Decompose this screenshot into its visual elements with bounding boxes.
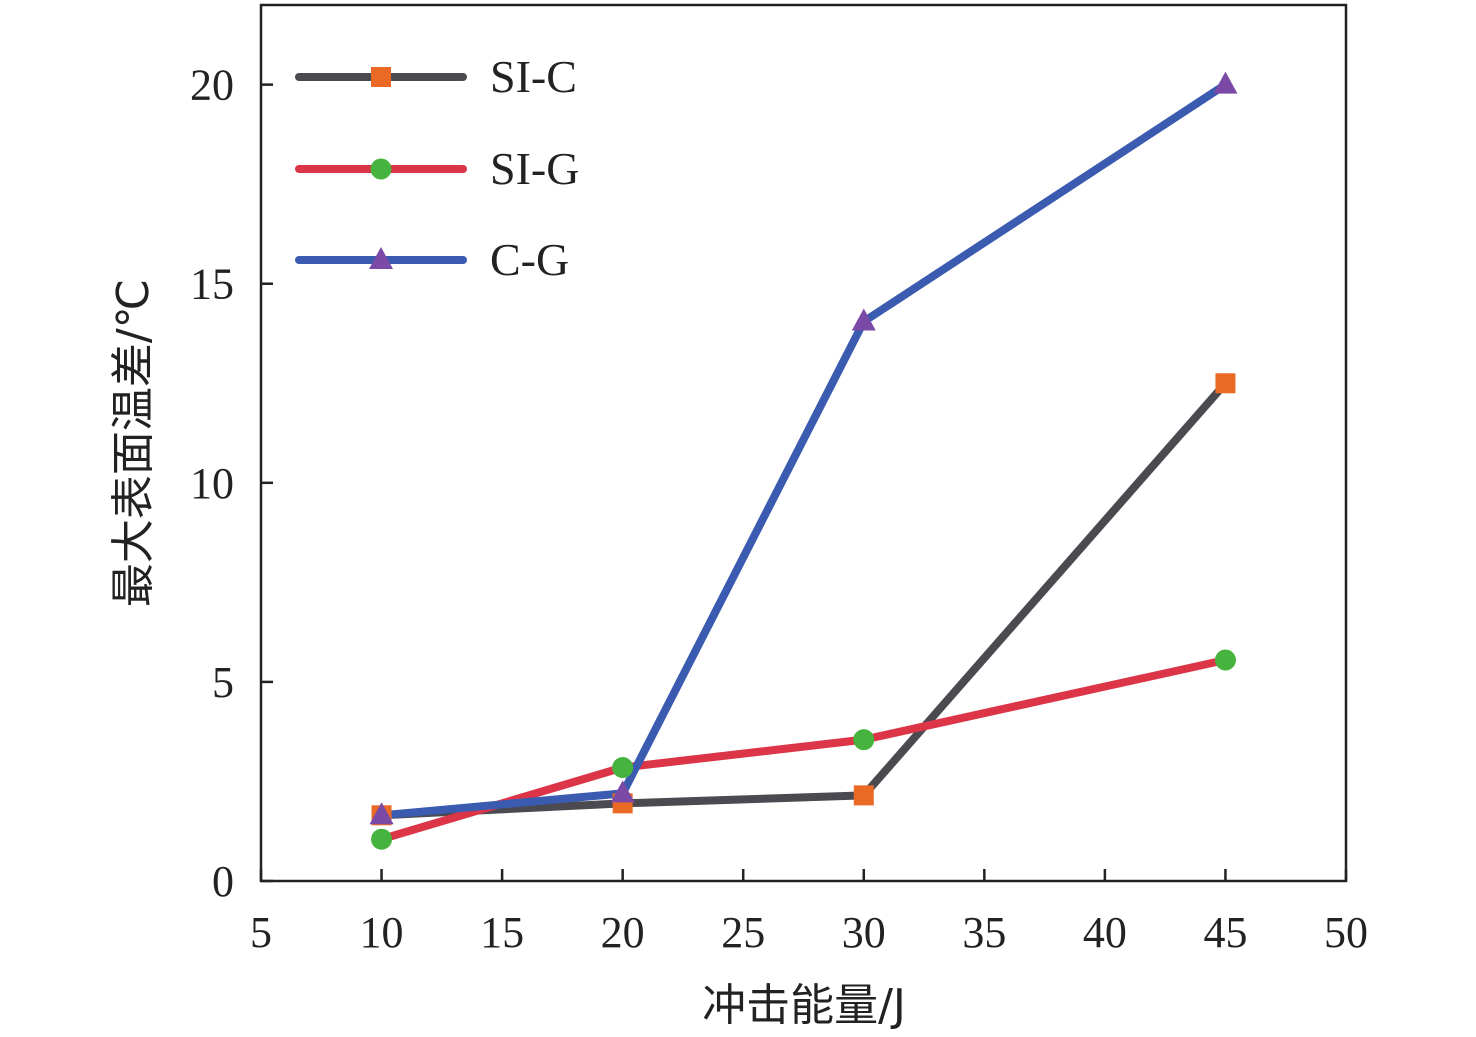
series-markers	[369, 71, 1238, 850]
y-tick-label: 20	[190, 61, 234, 110]
data-point-c-g	[851, 308, 876, 331]
y-axis-title: 最大表面温差/℃	[108, 279, 159, 607]
x-tick-label: 15	[480, 908, 524, 957]
legend: SI-C SI-G C-G	[295, 51, 579, 285]
plot-frame	[259, 3, 1348, 883]
data-point-c-g	[1213, 71, 1238, 94]
data-point-si-c	[853, 785, 874, 806]
x-tick-label: 40	[1083, 908, 1127, 957]
data-point-c-g	[610, 780, 635, 803]
x-tick-label: 20	[601, 908, 645, 957]
legend-label: C-G	[490, 234, 569, 285]
x-axis-title: 冲击能量/J	[702, 980, 906, 1031]
data-point-c-g	[369, 802, 394, 825]
y-tick-label: 0	[212, 857, 234, 906]
legend-swatch-marker	[370, 158, 392, 180]
legend-swatch-marker	[371, 67, 391, 87]
data-point-si-c	[1215, 373, 1236, 394]
x-tick-label: 5	[250, 908, 272, 957]
data-point-si-g	[612, 757, 634, 779]
y-tick-label: 10	[190, 459, 234, 508]
x-tick-label: 35	[962, 908, 1006, 957]
legend-label: SI-C	[490, 51, 577, 102]
legend-item-si-c: SI-C	[295, 51, 577, 102]
legend-item-si-g: SI-G	[295, 143, 579, 194]
data-point-si-g	[853, 729, 875, 751]
data-point-si-g	[1214, 649, 1236, 671]
data-point-si-g	[371, 828, 393, 850]
y-tick-label: 15	[190, 260, 234, 309]
x-tick-label: 10	[360, 908, 404, 957]
series-line-si-c	[377, 379, 1230, 820]
legend-swatch-marker	[369, 247, 393, 269]
y-tick-label: 5	[212, 658, 234, 707]
x-tick-label: 45	[1203, 908, 1247, 957]
x-tick-label: 30	[842, 908, 886, 957]
series-line-c-g	[377, 80, 1230, 820]
legend-item-c-g: C-G	[295, 234, 569, 285]
x-tick-label: 50	[1324, 908, 1368, 957]
x-tick-label: 25	[721, 908, 765, 957]
series-lines	[377, 80, 1230, 844]
legend-label: SI-G	[490, 143, 579, 194]
